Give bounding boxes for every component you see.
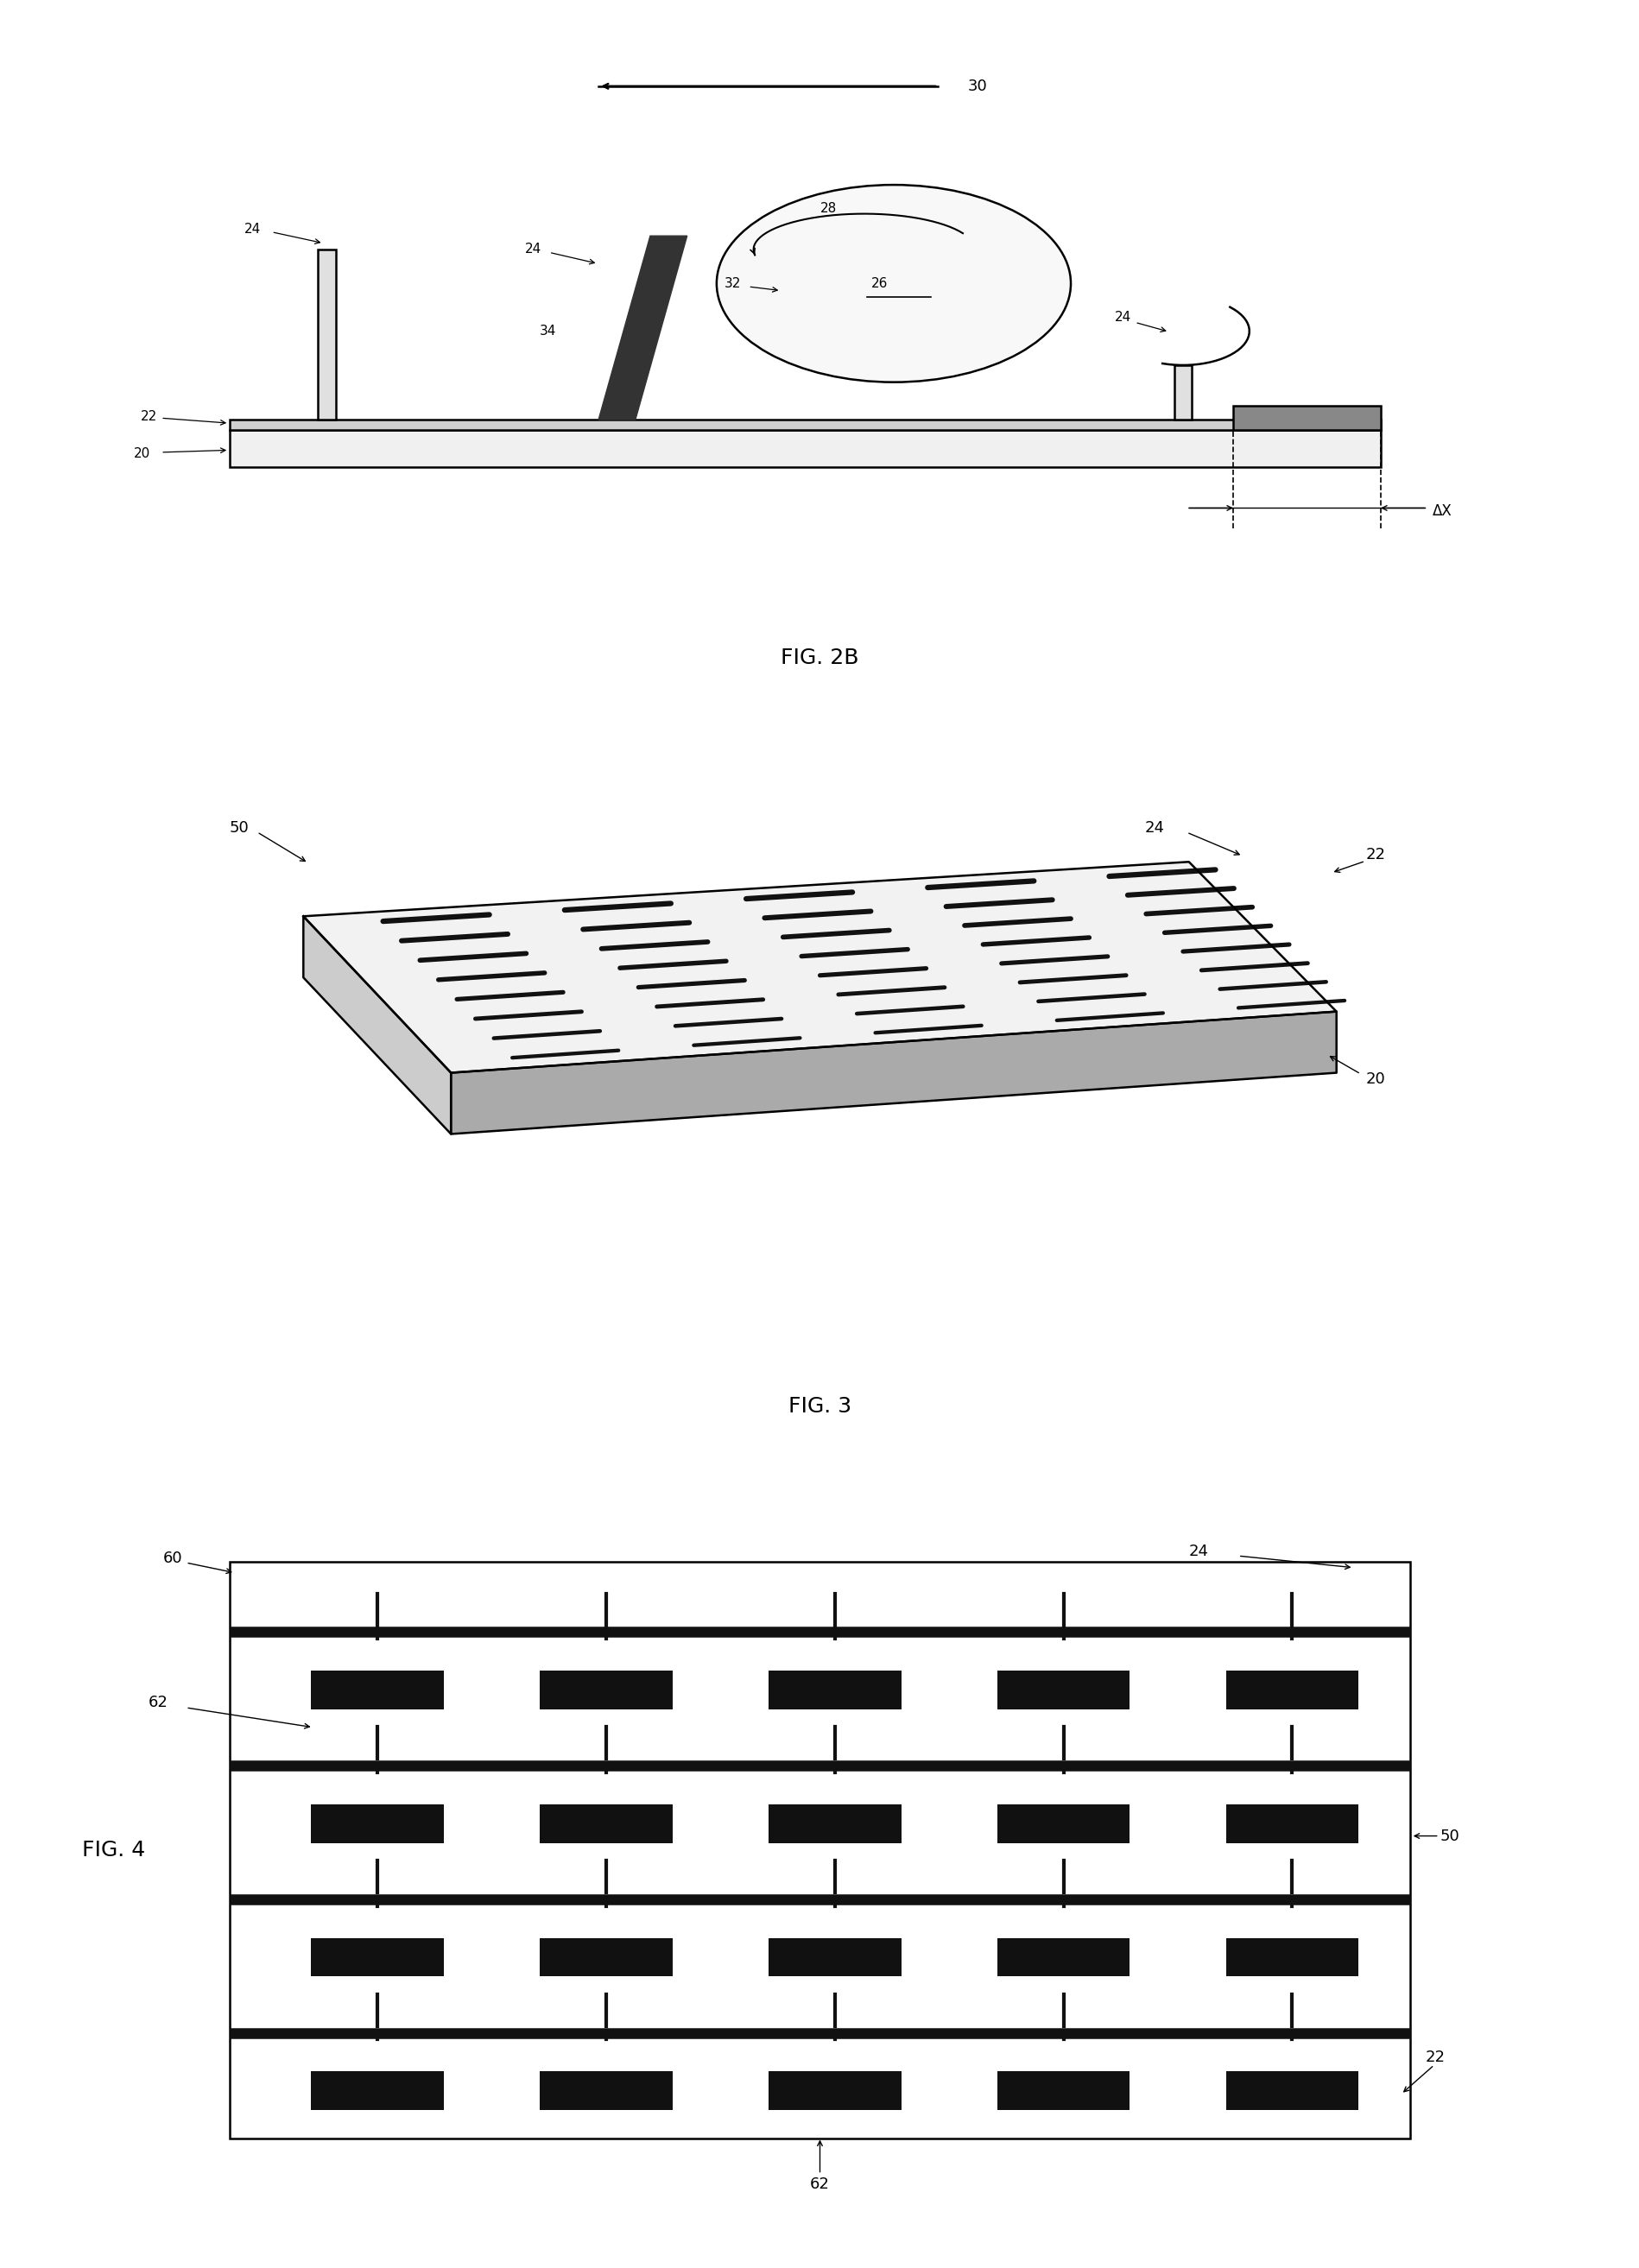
Text: 50: 50 [1439, 1828, 1459, 1844]
Bar [769, 1937, 901, 1975]
Bar [1226, 2071, 1359, 2109]
Polygon shape [451, 1012, 1336, 1134]
Bar [769, 1805, 901, 1844]
Bar [1174, 365, 1192, 420]
Text: 62: 62 [148, 1694, 169, 1710]
Text: 22: 22 [1365, 848, 1385, 862]
Text: 30: 30 [967, 79, 987, 93]
Bar [997, 1672, 1129, 1710]
Text: 62: 62 [810, 2177, 829, 2191]
Bar [311, 1805, 443, 1844]
Polygon shape [303, 862, 1336, 1073]
Bar [229, 1563, 1410, 2139]
Bar [769, 2071, 901, 2109]
Text: ΔX: ΔX [1432, 503, 1451, 519]
Bar [1226, 1805, 1359, 1844]
Text: 60: 60 [164, 1551, 182, 1565]
Bar [997, 1937, 1129, 1975]
Polygon shape [598, 236, 687, 420]
Text: 34: 34 [539, 324, 556, 338]
Polygon shape [303, 916, 451, 1134]
Text: 22: 22 [141, 411, 157, 422]
Bar [229, 420, 1380, 429]
Bar [229, 429, 1380, 467]
Bar [539, 1672, 672, 1710]
Bar [311, 1937, 443, 1975]
Text: 28: 28 [820, 202, 836, 215]
Text: 20: 20 [134, 447, 151, 460]
Text: FIG. 3: FIG. 3 [788, 1395, 851, 1418]
Bar [318, 249, 336, 420]
Bar [311, 1672, 443, 1710]
Bar [539, 2071, 672, 2109]
Text: 32: 32 [724, 277, 741, 290]
Bar [1226, 1672, 1359, 1710]
Text: 24: 24 [1115, 311, 1131, 324]
Text: 22: 22 [1424, 2050, 1444, 2066]
Text: 26: 26 [872, 277, 888, 290]
Bar [1226, 1937, 1359, 1975]
Bar [769, 1672, 901, 1710]
Text: 24: 24 [244, 222, 261, 236]
Text: 24: 24 [1144, 821, 1164, 835]
Text: 24: 24 [524, 243, 541, 256]
Text: 20: 20 [1365, 1073, 1385, 1086]
Text: 50: 50 [229, 821, 249, 835]
Bar [311, 2071, 443, 2109]
Bar [997, 2071, 1129, 2109]
Text: FIG. 4: FIG. 4 [82, 1839, 146, 1860]
Bar [997, 1805, 1129, 1844]
Bar [539, 1805, 672, 1844]
Bar [539, 1937, 672, 1975]
Ellipse shape [716, 184, 1070, 381]
Bar [1233, 406, 1380, 429]
Text: FIG. 2B: FIG. 2B [780, 646, 859, 669]
Text: 24: 24 [1188, 1545, 1208, 1558]
